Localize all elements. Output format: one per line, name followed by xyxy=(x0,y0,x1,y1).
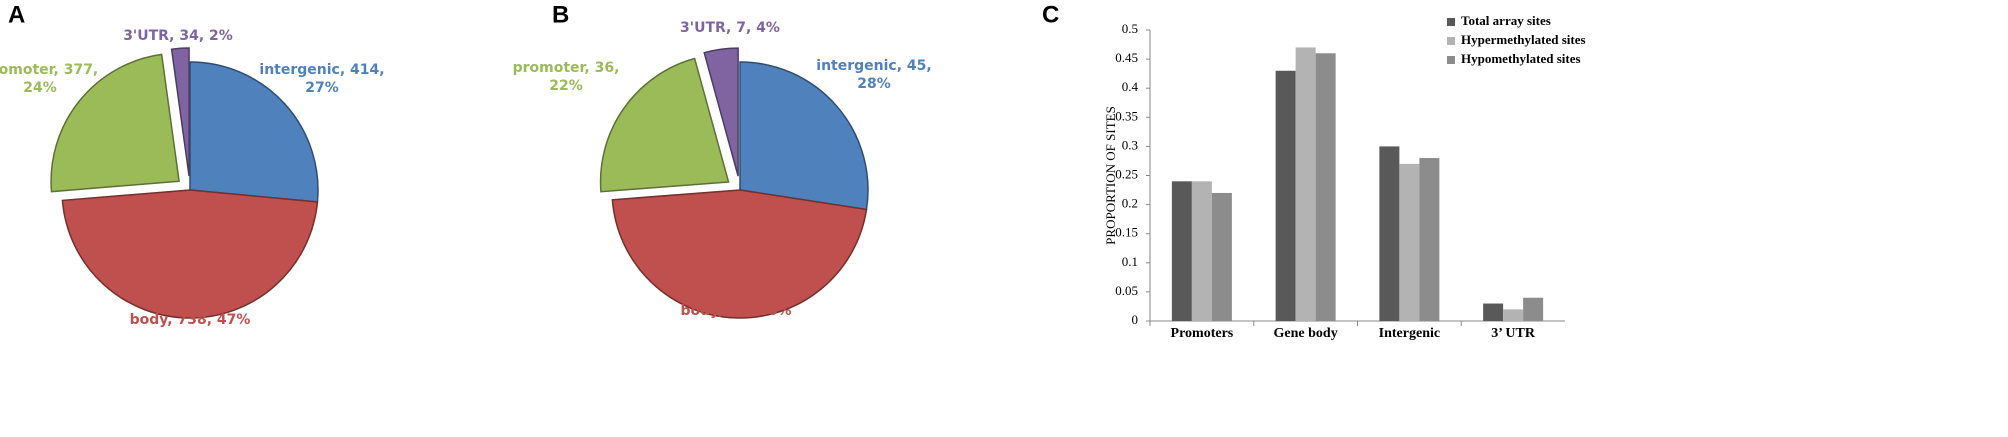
y-tick-label: 0.3 xyxy=(1122,137,1138,152)
pie-slice xyxy=(703,47,739,177)
y-axis-label: PROPORTION OF SITES xyxy=(1103,106,1118,245)
bar xyxy=(1379,146,1400,321)
panel-label: B xyxy=(552,1,569,28)
bar xyxy=(1483,303,1504,321)
pie-slice xyxy=(170,47,190,177)
y-tick-label: 0.4 xyxy=(1122,79,1139,94)
bar xyxy=(1191,181,1212,321)
pie-slice xyxy=(61,189,319,319)
bar xyxy=(1503,309,1524,321)
x-tick-label: Intergenic xyxy=(1379,326,1440,341)
y-tick-label: 0.5 xyxy=(1122,21,1138,36)
bar xyxy=(1211,192,1232,321)
y-tick-label: 0.45 xyxy=(1115,50,1138,65)
x-tick-label: Gene body xyxy=(1274,326,1338,341)
bar xyxy=(1419,158,1440,321)
panel-label: C xyxy=(1042,1,1059,28)
panel-label: A xyxy=(8,1,25,28)
legend-swatch xyxy=(1447,56,1455,64)
data-label: promoter, 377, xyxy=(0,62,98,78)
legend-entry: Hypermethylated sites xyxy=(1461,32,1586,47)
bar xyxy=(1275,70,1296,322)
data-label: intergenic, 45, xyxy=(816,58,931,74)
bar xyxy=(1171,181,1192,321)
bar xyxy=(1315,53,1336,321)
data-label: intergenic, 414, xyxy=(259,62,384,78)
pie-slice xyxy=(739,61,869,211)
legend-swatch xyxy=(1447,37,1455,45)
y-tick-label: 0.35 xyxy=(1115,108,1138,123)
y-tick-label: 0.2 xyxy=(1122,196,1138,211)
data-label: 27% xyxy=(305,80,339,96)
legend-swatch xyxy=(1447,18,1455,26)
data-label: 3'UTR, 7, 4% xyxy=(680,20,780,36)
data-label: 22% xyxy=(549,78,583,94)
y-tick-label: 0.15 xyxy=(1115,225,1138,240)
data-label: body, 738, 47% xyxy=(130,312,251,328)
pie-slice xyxy=(611,189,868,319)
data-label: promoter, 36, xyxy=(513,60,620,76)
data-label: 24% xyxy=(23,80,57,96)
y-tick-label: 0.1 xyxy=(1122,254,1138,269)
pie-slice xyxy=(599,57,730,193)
legend-entry: Hypomethylated sites xyxy=(1461,51,1581,66)
pie-slice xyxy=(50,53,180,193)
bar xyxy=(1295,47,1316,322)
legend-entry: Total array sites xyxy=(1461,13,1551,28)
data-label: 3'UTR, 34, 2% xyxy=(123,28,233,44)
y-tick-label: 0 xyxy=(1132,312,1139,327)
data-label: 28% xyxy=(857,76,891,92)
bar xyxy=(1399,163,1420,321)
y-tick-label: 0.05 xyxy=(1115,283,1138,298)
y-tick-label: 0.25 xyxy=(1115,166,1138,181)
x-tick-label: Promoters xyxy=(1171,326,1234,341)
x-tick-label: 3’ UTR xyxy=(1491,326,1536,341)
data-label: body, 76, 46% xyxy=(680,303,791,319)
bar xyxy=(1523,297,1544,321)
pie-slice xyxy=(189,61,319,203)
